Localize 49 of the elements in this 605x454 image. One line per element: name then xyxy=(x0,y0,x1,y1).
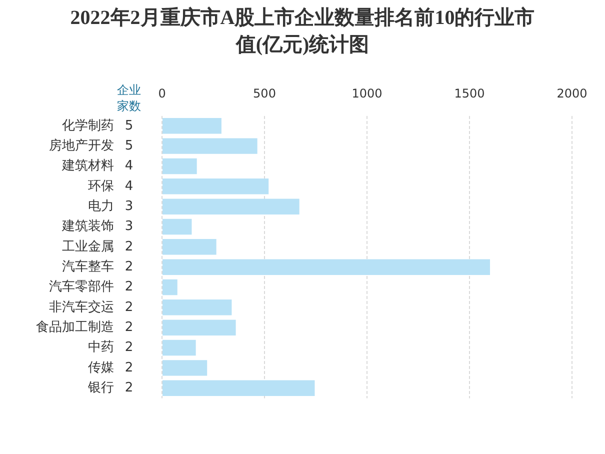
x-tick-label: 1500 xyxy=(454,86,485,101)
y-tick-label: 食品加工制造 xyxy=(36,320,114,335)
y-tick-label: 建筑装饰 xyxy=(61,219,114,234)
y-tick-label: 环保 xyxy=(88,178,114,194)
bar xyxy=(162,380,315,396)
x-tick-label: 500 xyxy=(253,86,276,101)
text: 2 xyxy=(124,380,134,396)
bar xyxy=(162,239,216,255)
bar xyxy=(162,118,222,134)
bar xyxy=(162,279,178,296)
bar xyxy=(162,198,300,214)
bar xyxy=(162,340,196,356)
y-tick-label: 工业金属 xyxy=(62,239,114,254)
bar xyxy=(162,259,490,275)
bar xyxy=(162,320,236,336)
x-tick-label: 0 xyxy=(158,86,166,101)
text: 3 xyxy=(124,198,134,214)
bar xyxy=(162,158,197,174)
y-tick-label: 中药 xyxy=(88,340,114,356)
y-tick-label: 非汽车交运 xyxy=(49,298,114,315)
text: 2 xyxy=(124,340,134,356)
y-tick-label: 传媒 xyxy=(88,360,114,376)
bar xyxy=(162,138,258,154)
text: 2 xyxy=(124,259,134,274)
y-tick-label: 房地产开发 xyxy=(49,137,114,154)
text: 4 xyxy=(124,158,134,174)
text: 5 xyxy=(124,138,134,154)
text: 4 xyxy=(124,178,134,194)
y-tick-label: 化学制药 xyxy=(62,118,114,134)
text: 2 xyxy=(124,360,134,376)
y-tick-label: 建筑材料 xyxy=(61,158,114,174)
y-tick-label: 汽车零部件 xyxy=(49,280,114,295)
bar xyxy=(162,218,192,235)
x-tick-label: 2000 xyxy=(556,86,588,101)
text: 2 xyxy=(124,300,134,315)
text: 2 xyxy=(124,280,134,295)
text: 3 xyxy=(124,219,134,234)
bar xyxy=(162,178,269,194)
text: 2 xyxy=(124,320,134,335)
y-tick-label: 电力 xyxy=(88,198,114,214)
bar xyxy=(162,300,232,316)
y-tick-label: 银行 xyxy=(87,380,114,396)
y-tick-label: 汽车整车 xyxy=(62,259,114,274)
text: 2 xyxy=(124,239,134,254)
chart-title: 2022年2月重庆市A股上市企业数量排名前10的行业市值(亿元)统计图 xyxy=(69,6,536,58)
text: 企业家数 xyxy=(117,82,141,113)
x-tick-label: 1000 xyxy=(352,86,382,101)
text: 5 xyxy=(124,118,134,134)
bar xyxy=(162,360,208,376)
